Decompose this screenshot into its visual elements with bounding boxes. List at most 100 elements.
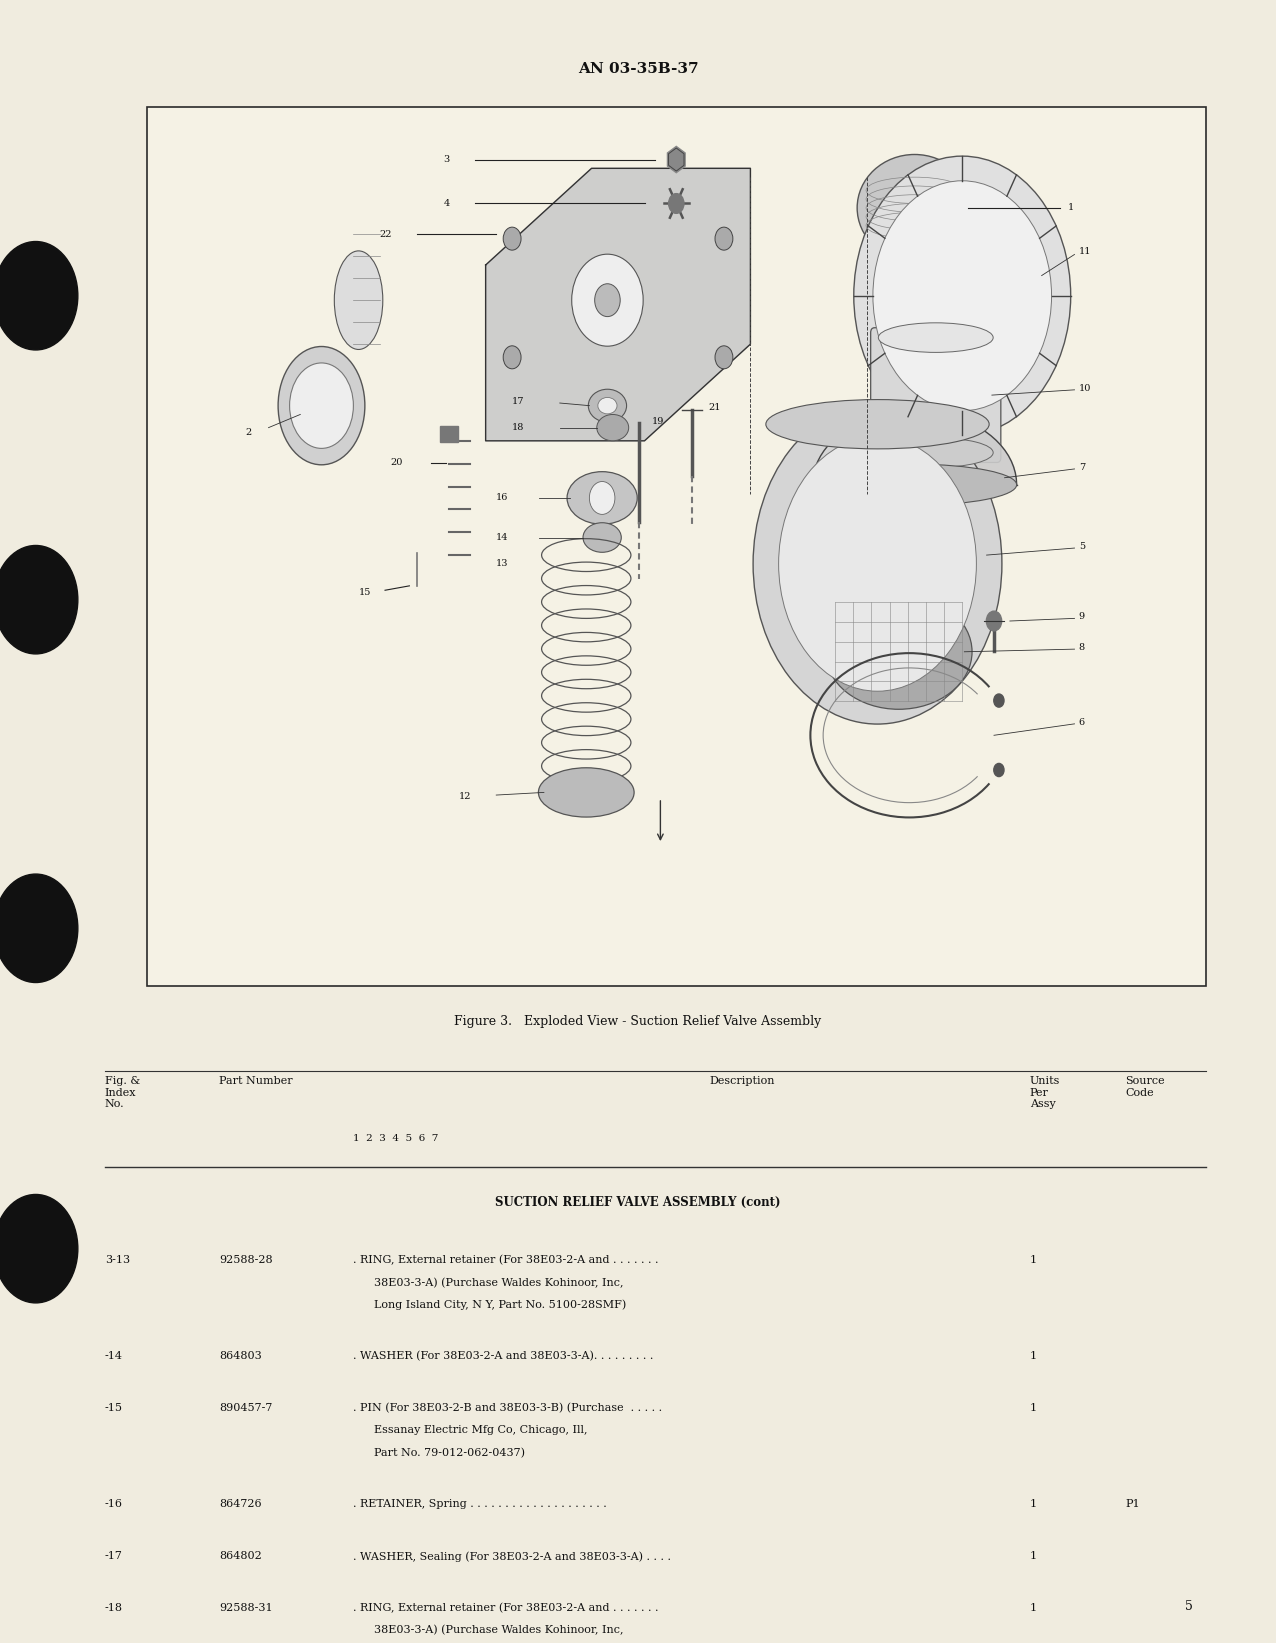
- Ellipse shape: [567, 472, 637, 524]
- Text: 18: 18: [512, 424, 524, 432]
- Text: -14: -14: [105, 1351, 122, 1362]
- Circle shape: [0, 242, 78, 350]
- Circle shape: [0, 874, 78, 983]
- Ellipse shape: [854, 156, 1071, 435]
- Text: 15: 15: [359, 588, 371, 596]
- Text: 3-13: 3-13: [105, 1255, 130, 1265]
- Text: Units
Per
Assy: Units Per Assy: [1030, 1076, 1060, 1109]
- Circle shape: [994, 764, 1004, 777]
- Ellipse shape: [878, 437, 993, 467]
- Text: Figure 3.   Exploded View - Suction Relief Valve Assembly: Figure 3. Exploded View - Suction Relief…: [454, 1015, 822, 1029]
- Text: 1: 1: [1030, 1604, 1037, 1613]
- Text: 1: 1: [1030, 1551, 1037, 1561]
- Text: 6: 6: [1078, 718, 1085, 726]
- Circle shape: [986, 611, 1002, 631]
- Text: Part No. 79-012-062-0437): Part No. 79-012-062-0437): [353, 1447, 526, 1457]
- Ellipse shape: [857, 154, 972, 261]
- Ellipse shape: [588, 389, 627, 422]
- Text: 1: 1: [1068, 204, 1074, 212]
- Text: 14: 14: [496, 532, 509, 542]
- Text: P1: P1: [1125, 1500, 1139, 1510]
- Text: 5: 5: [1185, 1600, 1193, 1613]
- Ellipse shape: [766, 399, 989, 449]
- Polygon shape: [813, 411, 1017, 485]
- Text: . RING, External retainer (For 38E03-2-A and . . . . . . .: . RING, External retainer (For 38E03-2-A…: [353, 1604, 658, 1613]
- Text: 38E03-3-A) (Purchase Waldes Kohinoor, Inc,: 38E03-3-A) (Purchase Waldes Kohinoor, In…: [353, 1625, 624, 1635]
- Text: 7: 7: [1078, 463, 1085, 472]
- Circle shape: [595, 284, 620, 317]
- Ellipse shape: [873, 181, 1051, 411]
- Circle shape: [503, 227, 521, 250]
- Ellipse shape: [878, 322, 993, 352]
- Text: Description: Description: [709, 1076, 776, 1086]
- Text: 864802: 864802: [219, 1551, 263, 1561]
- Text: Fig. &
Index
No.: Fig. & Index No.: [105, 1076, 140, 1109]
- Text: Essanay Electric Mfg Co, Chicago, Ill,: Essanay Electric Mfg Co, Chicago, Ill,: [353, 1426, 588, 1436]
- Text: 890457-7: 890457-7: [219, 1403, 273, 1413]
- Ellipse shape: [583, 522, 621, 552]
- Text: -16: -16: [105, 1500, 122, 1510]
- Text: 21: 21: [708, 403, 721, 412]
- Ellipse shape: [597, 414, 629, 440]
- Text: 16: 16: [496, 493, 509, 503]
- Text: 1: 1: [1030, 1500, 1037, 1510]
- Text: SUCTION RELIEF VALVE ASSEMBLY (cont): SUCTION RELIEF VALVE ASSEMBLY (cont): [495, 1196, 781, 1209]
- Text: 20: 20: [390, 458, 403, 467]
- FancyBboxPatch shape: [870, 327, 1000, 462]
- Ellipse shape: [334, 251, 383, 350]
- Text: -18: -18: [105, 1604, 122, 1613]
- Circle shape: [572, 255, 643, 347]
- Ellipse shape: [290, 363, 353, 449]
- Text: 10: 10: [1078, 383, 1091, 393]
- Text: 9: 9: [1078, 613, 1085, 621]
- Text: Long Island City, N Y, Part No. 5100-28SMF): Long Island City, N Y, Part No. 5100-28S…: [353, 1300, 627, 1309]
- Text: . WASHER, Sealing (For 38E03-2-A and 38E03-3-A) . . . .: . WASHER, Sealing (For 38E03-2-A and 38E…: [353, 1551, 671, 1561]
- Bar: [440, 426, 458, 442]
- Text: Source
Code: Source Code: [1125, 1076, 1165, 1098]
- Text: 22: 22: [380, 230, 392, 238]
- Text: 8: 8: [1078, 642, 1085, 652]
- Bar: [147, 107, 1206, 986]
- Text: 864726: 864726: [219, 1500, 262, 1510]
- Text: . RETAINER, Spring . . . . . . . . . . . . . . . . . . . .: . RETAINER, Spring . . . . . . . . . . .…: [353, 1500, 607, 1510]
- Ellipse shape: [278, 347, 365, 465]
- Text: -17: -17: [105, 1551, 122, 1561]
- Text: 19: 19: [652, 417, 665, 426]
- Ellipse shape: [538, 767, 634, 817]
- Text: 1: 1: [1030, 1255, 1037, 1265]
- Circle shape: [0, 1194, 78, 1303]
- Circle shape: [503, 345, 521, 368]
- Text: 5: 5: [1078, 542, 1085, 550]
- Text: 92588-31: 92588-31: [219, 1604, 273, 1613]
- Circle shape: [994, 693, 1004, 706]
- Circle shape: [0, 545, 78, 654]
- Text: 1: 1: [1030, 1403, 1037, 1413]
- Text: . PIN (For 38E03-2-B and 38E03-3-B) (Purchase  . . . . .: . PIN (For 38E03-2-B and 38E03-3-B) (Pur…: [353, 1403, 662, 1413]
- Text: 12: 12: [459, 792, 472, 802]
- Text: -15: -15: [105, 1403, 122, 1413]
- Text: 11: 11: [1078, 248, 1091, 256]
- Ellipse shape: [826, 595, 972, 710]
- Text: 1  2  3  4  5  6  7: 1 2 3 4 5 6 7: [353, 1134, 439, 1142]
- Text: . WASHER (For 38E03-2-A and 38E03-3-A). . . . . . . . .: . WASHER (For 38E03-2-A and 38E03-3-A). …: [353, 1351, 653, 1362]
- Text: 13: 13: [496, 559, 509, 568]
- Text: 4: 4: [443, 199, 449, 209]
- Text: 3: 3: [443, 154, 449, 164]
- Ellipse shape: [598, 398, 618, 414]
- Polygon shape: [486, 168, 750, 440]
- Text: 1: 1: [1030, 1351, 1037, 1362]
- Circle shape: [715, 345, 732, 368]
- Text: . RING, External retainer (For 38E03-2-A and . . . . . . .: . RING, External retainer (For 38E03-2-A…: [353, 1255, 658, 1265]
- Circle shape: [715, 227, 732, 250]
- Text: 864803: 864803: [219, 1351, 263, 1362]
- Text: AN 03-35B-37: AN 03-35B-37: [578, 62, 698, 76]
- Circle shape: [590, 481, 615, 514]
- Text: 92588-28: 92588-28: [219, 1255, 273, 1265]
- Ellipse shape: [753, 404, 1002, 725]
- Ellipse shape: [778, 437, 976, 692]
- Text: 38E03-3-A) (Purchase Waldes Kohinoor, Inc,: 38E03-3-A) (Purchase Waldes Kohinoor, In…: [353, 1278, 624, 1288]
- Text: 17: 17: [512, 396, 524, 406]
- Text: 2: 2: [245, 427, 251, 437]
- Text: Part Number: Part Number: [219, 1076, 293, 1086]
- Circle shape: [669, 194, 684, 214]
